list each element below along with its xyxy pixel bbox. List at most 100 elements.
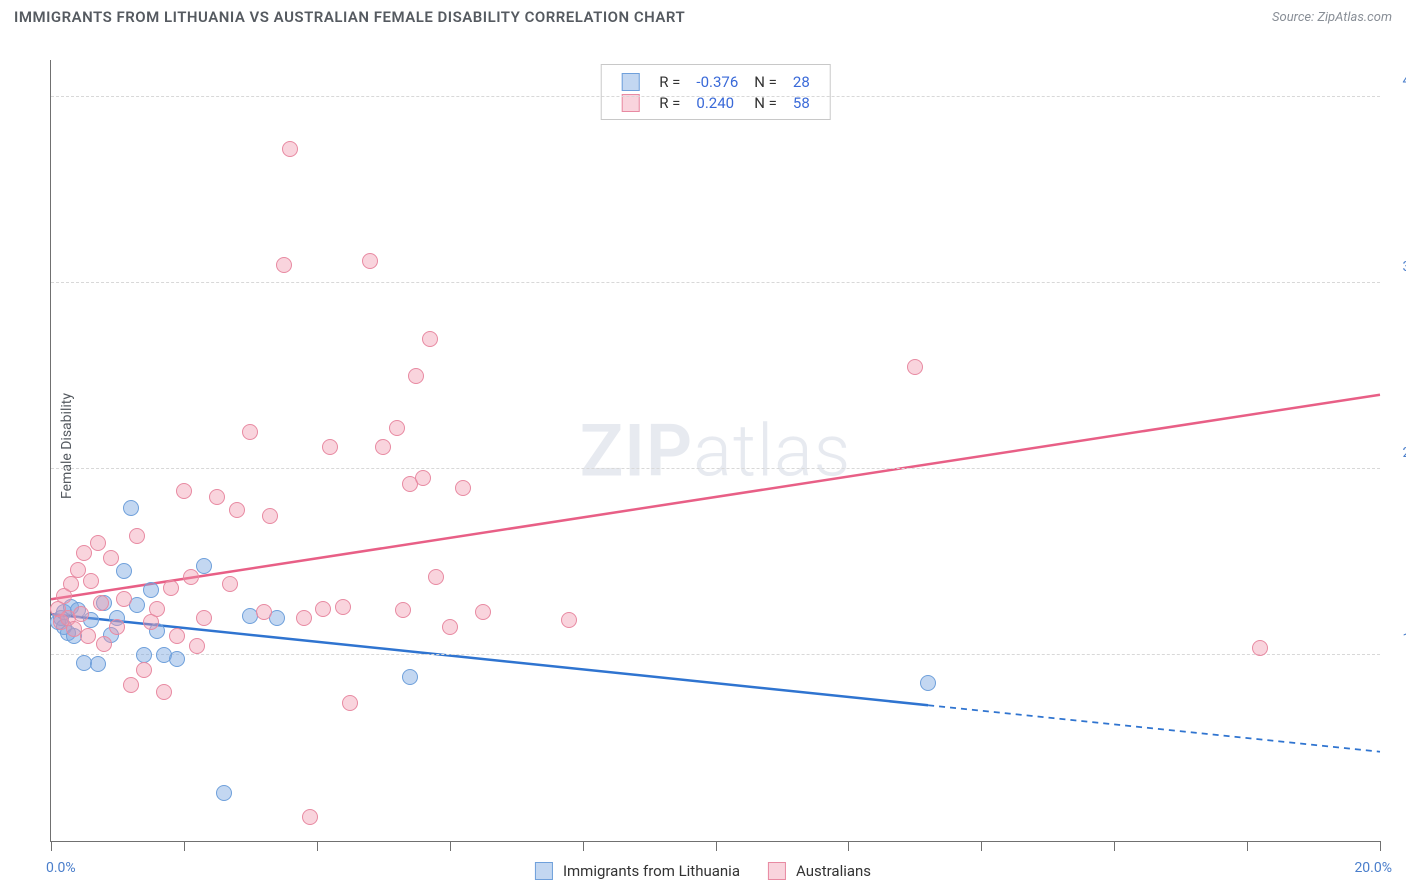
data-point <box>335 599 351 615</box>
data-point <box>296 610 312 626</box>
data-point <box>242 424 258 440</box>
stat-label-n: N = <box>746 71 785 92</box>
y-tick-label: 40.0% <box>1386 73 1406 89</box>
data-point <box>322 439 338 455</box>
data-point <box>422 331 438 347</box>
legend-item-series1: Immigrants from Lithuania <box>535 862 740 880</box>
n-value-series1: 28 <box>785 71 818 92</box>
data-point <box>93 595 109 611</box>
stat-label-r: R = <box>651 71 688 92</box>
watermark-light: atlas <box>693 408 851 493</box>
data-point <box>176 483 192 499</box>
data-point <box>90 535 106 551</box>
data-point <box>129 528 145 544</box>
data-point <box>402 669 418 685</box>
source-name: ZipAtlas.com <box>1317 10 1392 25</box>
data-point <box>109 619 125 635</box>
trend-lines-layer <box>51 60 1380 841</box>
data-point <box>70 562 86 578</box>
data-point <box>149 601 165 617</box>
data-point <box>209 489 225 505</box>
x-tick <box>1380 841 1381 851</box>
gridline <box>51 282 1380 283</box>
data-point <box>163 580 179 596</box>
data-point <box>920 675 936 691</box>
data-point <box>63 576 79 592</box>
gridline <box>51 654 1380 655</box>
data-point <box>375 439 391 455</box>
data-point <box>475 604 491 620</box>
stat-label-n: N = <box>746 92 785 113</box>
y-tick-label: 10.0% <box>1386 631 1406 647</box>
data-point <box>415 470 431 486</box>
data-point <box>156 684 172 700</box>
x-tick <box>981 841 982 851</box>
y-tick-label: 30.0% <box>1386 259 1406 275</box>
data-point <box>256 604 272 620</box>
data-point <box>73 606 89 622</box>
data-point <box>116 591 132 607</box>
x-tick <box>716 841 717 851</box>
stat-label-r: R = <box>651 92 688 113</box>
x-tick <box>317 841 318 851</box>
n-value-series2: 58 <box>785 92 818 113</box>
data-point <box>282 141 298 157</box>
correlation-legend: R = -0.376 N = 28 R = 0.240 N = 58 <box>600 64 831 120</box>
watermark-bold: ZIP <box>580 408 693 493</box>
data-point <box>136 647 152 663</box>
legend-row-series1: R = -0.376 N = 28 <box>613 71 818 92</box>
data-point <box>83 573 99 589</box>
source-attribution: Source: ZipAtlas.com <box>1272 10 1392 25</box>
data-point <box>216 785 232 801</box>
data-point <box>222 576 238 592</box>
scatter-chart: R = -0.376 N = 28 R = 0.240 N = 58 ZIPat… <box>50 60 1380 842</box>
chart-title: IMMIGRANTS FROM LITHUANIA VS AUSTRALIAN … <box>14 8 685 26</box>
data-point <box>103 550 119 566</box>
data-point <box>169 628 185 644</box>
data-point <box>428 569 444 585</box>
data-point <box>169 651 185 667</box>
data-point <box>143 582 159 598</box>
data-point <box>408 368 424 384</box>
swatch-series2 <box>768 862 786 880</box>
gridline <box>51 96 1380 97</box>
gridline <box>51 468 1380 469</box>
data-point <box>96 636 112 652</box>
r-value-series1: -0.376 <box>688 71 746 92</box>
legend-row-series2: R = 0.240 N = 58 <box>613 92 818 113</box>
x-tick <box>51 841 52 851</box>
data-point <box>196 610 212 626</box>
x-tick-label-min: 0.0% <box>46 860 76 876</box>
data-point <box>90 656 106 672</box>
y-tick-label: 20.0% <box>1386 445 1406 461</box>
data-point <box>116 563 132 579</box>
data-point <box>342 695 358 711</box>
data-point <box>196 558 212 574</box>
chart-header: IMMIGRANTS FROM LITHUANIA VS AUSTRALIAN … <box>0 0 1406 32</box>
data-point <box>229 502 245 518</box>
data-point <box>907 359 923 375</box>
x-tick <box>848 841 849 851</box>
data-point <box>455 480 471 496</box>
data-point <box>442 619 458 635</box>
source-label: Source: <box>1272 10 1314 25</box>
data-point <box>183 569 199 585</box>
data-point <box>262 508 278 524</box>
x-tick <box>450 841 451 851</box>
data-point <box>80 628 96 644</box>
r-value-series2: 0.240 <box>688 92 746 113</box>
legend-label-series2: Australians <box>796 862 871 880</box>
legend-stats-table: R = -0.376 N = 28 R = 0.240 N = 58 <box>613 71 818 113</box>
legend-label-series1: Immigrants from Lithuania <box>563 862 740 880</box>
data-point <box>362 253 378 269</box>
data-point <box>189 638 205 654</box>
x-tick <box>1247 841 1248 851</box>
data-point <box>315 601 331 617</box>
data-point <box>136 662 152 678</box>
data-point <box>395 602 411 618</box>
x-tick-label-max: 20.0% <box>1354 860 1392 876</box>
swatch-series1 <box>621 73 639 91</box>
x-tick <box>583 841 584 851</box>
data-point <box>302 809 318 825</box>
data-point <box>123 677 139 693</box>
